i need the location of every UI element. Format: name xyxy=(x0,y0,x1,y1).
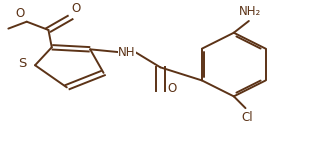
Text: NH: NH xyxy=(118,46,136,59)
Text: O: O xyxy=(72,2,81,15)
Text: O: O xyxy=(168,82,177,95)
Text: Cl: Cl xyxy=(241,111,253,124)
Text: NH₂: NH₂ xyxy=(239,5,262,18)
Text: O: O xyxy=(16,7,25,20)
Text: S: S xyxy=(18,57,27,70)
